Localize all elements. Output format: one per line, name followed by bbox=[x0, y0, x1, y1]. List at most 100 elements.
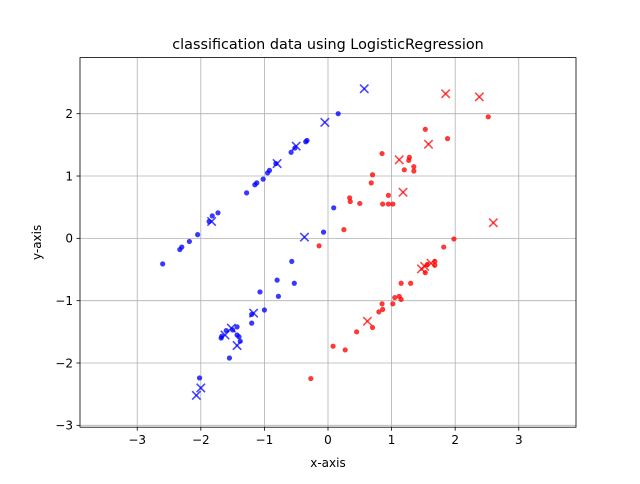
data-point-x-marker bbox=[440, 88, 451, 99]
x-tick-label: 1 bbox=[388, 433, 396, 447]
data-point bbox=[234, 332, 240, 338]
data-point-x-marker bbox=[196, 383, 206, 393]
data-point bbox=[369, 324, 376, 331]
x-marker-stroke bbox=[474, 92, 485, 102]
data-point bbox=[379, 301, 385, 307]
data-point bbox=[341, 227, 347, 233]
data-point bbox=[275, 293, 281, 299]
data-point-x-marker bbox=[398, 187, 408, 197]
data-point-x-marker bbox=[359, 83, 370, 94]
data-point bbox=[357, 200, 363, 207]
x-marker-stroke bbox=[416, 264, 427, 274]
data-point bbox=[451, 236, 457, 242]
data-point bbox=[368, 180, 374, 186]
data-point bbox=[291, 280, 297, 286]
data-point bbox=[196, 375, 203, 381]
data-point bbox=[376, 309, 382, 315]
data-point bbox=[237, 338, 243, 344]
data-point bbox=[215, 210, 221, 216]
data-point bbox=[330, 343, 336, 349]
data-point-x-marker bbox=[248, 308, 259, 318]
data-point bbox=[390, 301, 396, 307]
data-point bbox=[369, 172, 376, 178]
x-axis-label: x-axis bbox=[310, 456, 345, 470]
data-point-x-marker bbox=[423, 139, 434, 150]
y-tick-label: 1 bbox=[65, 169, 73, 183]
y-tick-label: 0 bbox=[65, 232, 73, 246]
data-point bbox=[411, 164, 417, 170]
data-point-x-marker bbox=[299, 232, 310, 242]
data-point bbox=[320, 229, 327, 235]
data-point bbox=[274, 277, 280, 283]
data-point bbox=[335, 111, 341, 117]
data-point bbox=[249, 320, 255, 326]
x-marker-stroke bbox=[272, 158, 282, 169]
x-marker-stroke bbox=[220, 330, 230, 340]
data-point bbox=[390, 201, 396, 207]
data-point bbox=[354, 329, 360, 335]
data-point bbox=[406, 157, 412, 164]
x-marker-stroke bbox=[320, 117, 330, 128]
x-marker-stroke bbox=[359, 83, 370, 94]
data-point bbox=[186, 238, 192, 245]
x-tick-label: −2 bbox=[192, 433, 210, 447]
x-marker-stroke bbox=[196, 383, 206, 393]
data-point-x-marker bbox=[220, 330, 230, 340]
data-point bbox=[385, 201, 392, 207]
grid bbox=[80, 57, 576, 428]
data-point bbox=[331, 205, 337, 211]
data-point-x-marker bbox=[416, 264, 427, 274]
data-point bbox=[257, 289, 263, 295]
data-point bbox=[401, 167, 407, 173]
data-point bbox=[244, 190, 250, 196]
data-point-x-marker bbox=[232, 340, 242, 351]
data-point bbox=[288, 149, 294, 155]
x-marker-stroke bbox=[291, 141, 301, 151]
x-marker-stroke bbox=[394, 155, 404, 165]
data-point bbox=[179, 244, 185, 250]
y-tick-label: 2 bbox=[65, 107, 73, 121]
x-marker-stroke bbox=[440, 88, 451, 99]
x-marker-stroke bbox=[488, 218, 499, 228]
data-point-x-marker bbox=[291, 141, 301, 151]
data-point bbox=[226, 355, 233, 361]
data-point bbox=[273, 160, 279, 167]
y-tick-label: −3 bbox=[55, 419, 73, 433]
data-point bbox=[398, 296, 404, 303]
data-point bbox=[234, 324, 240, 330]
data-point bbox=[444, 136, 451, 142]
data-point bbox=[195, 232, 201, 238]
x-marker-stroke bbox=[423, 139, 434, 150]
x-tick-label: 3 bbox=[515, 433, 523, 447]
data-point bbox=[342, 347, 348, 353]
x-tick-label: 2 bbox=[451, 433, 459, 447]
data-point bbox=[289, 258, 295, 265]
data-point bbox=[254, 180, 260, 186]
data-point bbox=[380, 201, 386, 207]
data-point bbox=[160, 261, 166, 267]
data-point bbox=[316, 243, 322, 249]
data-point-x-marker bbox=[474, 92, 485, 102]
data-point bbox=[308, 375, 314, 382]
data-point-x-marker bbox=[320, 117, 330, 128]
data-point-x-marker bbox=[191, 390, 202, 401]
data-point bbox=[411, 168, 417, 174]
axis-ticks: −3 −2 −1 0 1 2 3 −3 −2 −1 0 1 2 bbox=[55, 107, 522, 447]
data-point-x-marker bbox=[394, 155, 404, 165]
x-tick-label: −3 bbox=[128, 433, 146, 447]
data-point-x-marker bbox=[206, 216, 217, 227]
x-marker-stroke bbox=[248, 308, 259, 318]
data-point bbox=[266, 167, 273, 174]
data-point bbox=[261, 307, 268, 313]
chart-title: classification data using LogisticRegres… bbox=[172, 37, 484, 53]
data-point bbox=[441, 244, 447, 250]
y-tick-label: −2 bbox=[55, 356, 73, 370]
data-point bbox=[485, 114, 491, 120]
data-point bbox=[422, 126, 428, 132]
data-point bbox=[347, 195, 353, 201]
data-point bbox=[304, 137, 310, 144]
data-point bbox=[408, 280, 414, 286]
x-marker-stroke bbox=[398, 187, 408, 197]
data-point bbox=[379, 150, 385, 157]
